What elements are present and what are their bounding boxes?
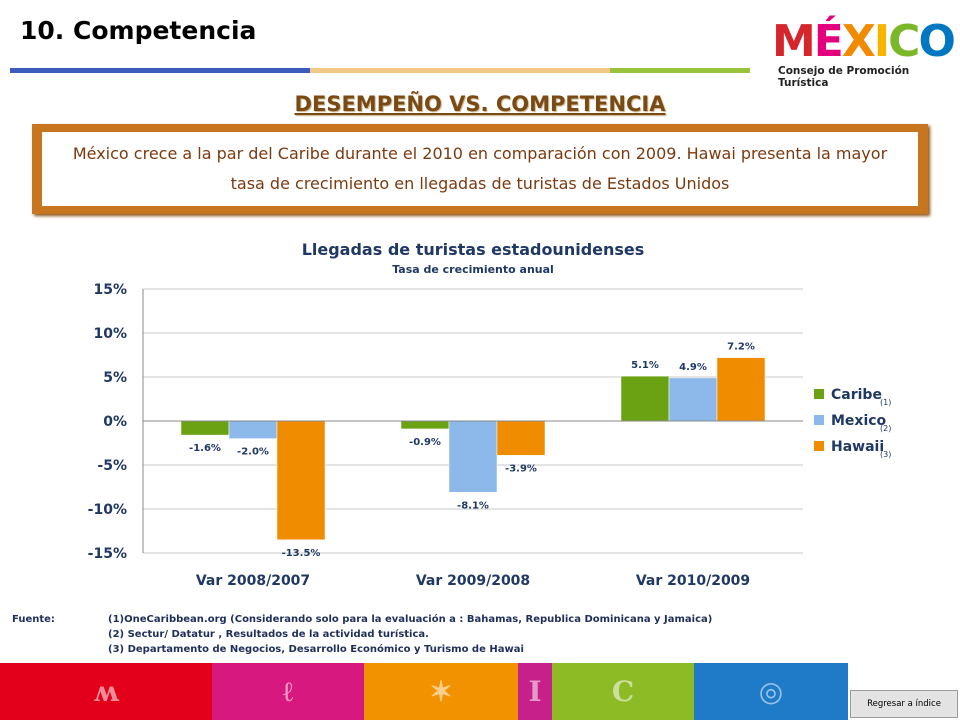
source-line-1: (1)OneCaribbean.org (Considerando solo p… xyxy=(108,614,713,625)
page-title: 10. Competencia xyxy=(20,16,257,45)
data-label: -8.1% xyxy=(457,500,489,511)
section-heading: DESEMPEÑO VS. COMPETENCIA xyxy=(294,92,666,116)
y-tick-label: 10% xyxy=(93,326,127,342)
chart-subtitle: Tasa de crecimiento anual xyxy=(392,263,554,276)
back-to-index-button[interactable]: Regresar a índice xyxy=(850,690,958,718)
mesoamerican-glyph-icon: ʍ xyxy=(0,663,212,720)
legend-label: Mexico xyxy=(831,413,887,429)
star-glyph-icon: ✶ xyxy=(364,663,518,720)
wave-glyph-icon: C xyxy=(552,663,694,720)
x-tick-label: Var 2008/2007 xyxy=(196,573,310,589)
y-tick-label: 5% xyxy=(103,370,127,386)
y-tick-label: -15% xyxy=(88,546,127,562)
title-underline-tan xyxy=(310,68,610,73)
logo-letter: É xyxy=(813,16,844,67)
logo-letter: C xyxy=(888,16,920,67)
y-tick-label: 0% xyxy=(103,414,127,430)
bar xyxy=(276,420,326,541)
bar xyxy=(448,420,498,493)
legend-note: (2) xyxy=(880,424,891,433)
legend-swatch xyxy=(814,389,824,399)
footer-banner: ʍ ℓ ✶ I C ◎ xyxy=(0,663,848,720)
logo-letter: X xyxy=(841,16,876,67)
pillar-glyph-icon: I xyxy=(518,663,552,720)
legend-swatch xyxy=(814,415,824,425)
data-label: -1.6% xyxy=(189,443,221,454)
legend-label: Hawaii xyxy=(831,439,884,455)
y-tick-label: -10% xyxy=(88,502,127,518)
bar xyxy=(228,420,278,439)
logo-letter: I xyxy=(873,16,890,67)
legend-note: (3) xyxy=(880,450,891,459)
logo-subtitle: Consejo de Promoción Turística xyxy=(778,65,910,89)
sources-label: Fuente: xyxy=(12,614,55,625)
legend-swatch xyxy=(814,441,824,451)
legend-note: (1) xyxy=(880,398,891,407)
bar xyxy=(496,420,546,456)
data-label: -13.5% xyxy=(282,548,321,559)
x-tick-label: Var 2010/2009 xyxy=(636,573,750,589)
title-underline-blue xyxy=(10,68,310,73)
data-label: -0.9% xyxy=(409,437,441,448)
data-label: -3.9% xyxy=(505,463,537,474)
y-tick-label: -5% xyxy=(97,458,127,474)
spiral-glyph-icon: ℓ xyxy=(212,663,364,720)
title-underline xyxy=(10,68,750,73)
source-line-2: (2) Sectur/ Datatur , Resultados de la a… xyxy=(108,629,429,640)
x-tick-label: Var 2009/2008 xyxy=(416,573,530,589)
data-label: -2.0% xyxy=(237,447,269,458)
bar xyxy=(180,420,230,436)
bar xyxy=(400,420,450,430)
bar-chart: 15% 10% 5% 0% -5% -10% -15% -1.6% -2.0% -13.5% Var… xyxy=(88,282,892,589)
bar xyxy=(716,357,766,422)
data-label: 5.1% xyxy=(631,360,659,371)
data-label: 7.2% xyxy=(727,342,755,353)
summary-text: México crece a la par del Caribe durante… xyxy=(42,132,918,206)
logo-letter: M xyxy=(772,16,816,67)
circle-glyph-icon: ◎ xyxy=(694,663,848,720)
title-underline-green xyxy=(610,68,750,73)
chart-title: Llegadas de turistas estadounidenses xyxy=(301,240,645,259)
data-label: 4.9% xyxy=(679,362,707,373)
bar xyxy=(668,377,718,422)
logo-letter: O xyxy=(918,16,955,67)
y-tick-label: 15% xyxy=(93,282,127,298)
summary-callout: México crece a la par del Caribe durante… xyxy=(32,124,928,214)
bar xyxy=(620,375,670,422)
legend-label: Caribe xyxy=(831,387,882,403)
source-line-3: (3) Departamento de Negocios, Desarrollo… xyxy=(108,644,524,655)
